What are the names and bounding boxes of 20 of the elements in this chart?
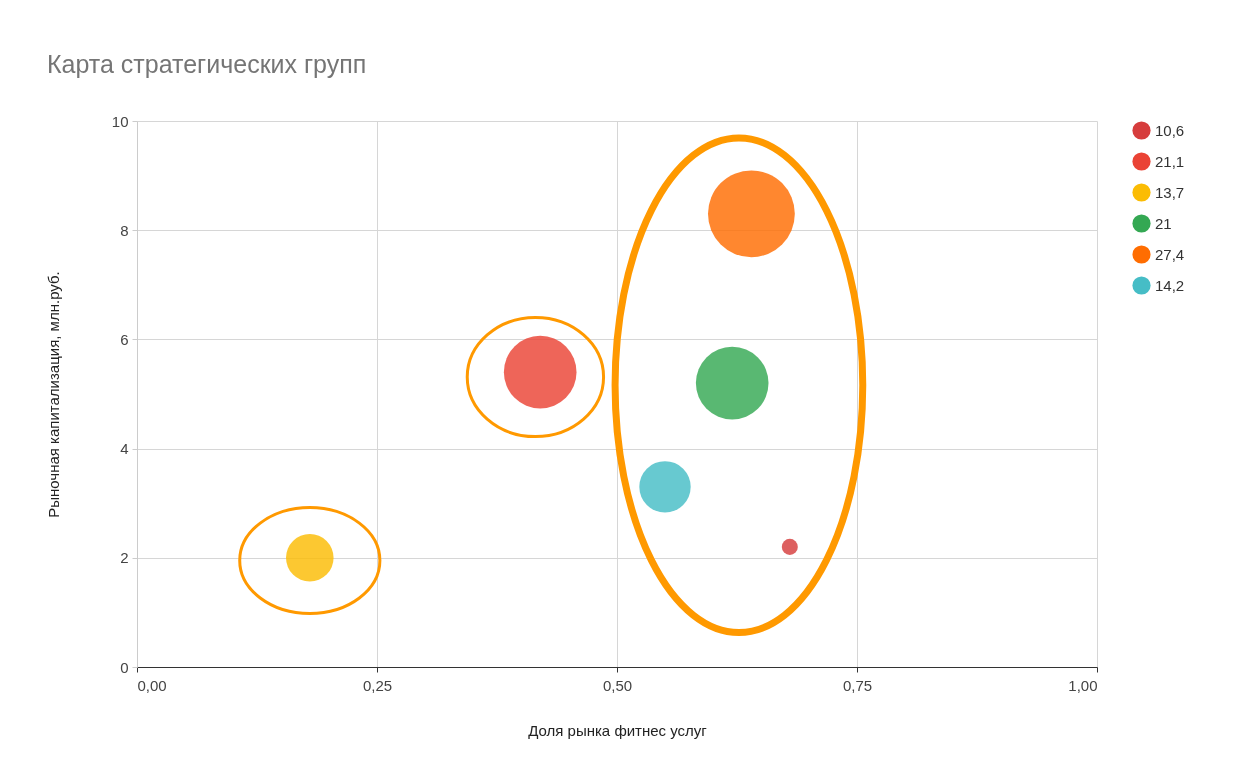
y-tick-label: 2 <box>120 549 129 567</box>
x-axis-title: Доля рынка фитнес услуг <box>528 721 708 739</box>
legend-label: 14,2 <box>1155 276 1185 294</box>
chart-title: Карта стратегических групп <box>47 50 367 78</box>
legend-label: 27,4 <box>1155 245 1185 263</box>
y-tick-label: 0 <box>120 658 129 676</box>
legend-label: 21,1 <box>1155 152 1185 170</box>
y-tick-label: 4 <box>120 440 129 458</box>
legend-label: 10,6 <box>1155 121 1185 139</box>
x-tick-label: 0,75 <box>842 676 873 694</box>
y-tick-label: 6 <box>120 330 129 348</box>
y-tick-label: 10 <box>111 112 129 130</box>
y-tick-label: 8 <box>120 221 129 239</box>
x-tick-label: 0,25 <box>362 676 393 694</box>
legend-label: 21 <box>1155 214 1172 232</box>
y-axis-title: Рыночная капитализация, млн.руб. <box>44 271 62 518</box>
legend-label: 13,7 <box>1155 183 1185 201</box>
x-tick-label: 0,50 <box>602 676 633 694</box>
x-tick-label: 1,00 <box>1068 676 1098 694</box>
x-tick-label: 0,00 <box>137 676 167 694</box>
